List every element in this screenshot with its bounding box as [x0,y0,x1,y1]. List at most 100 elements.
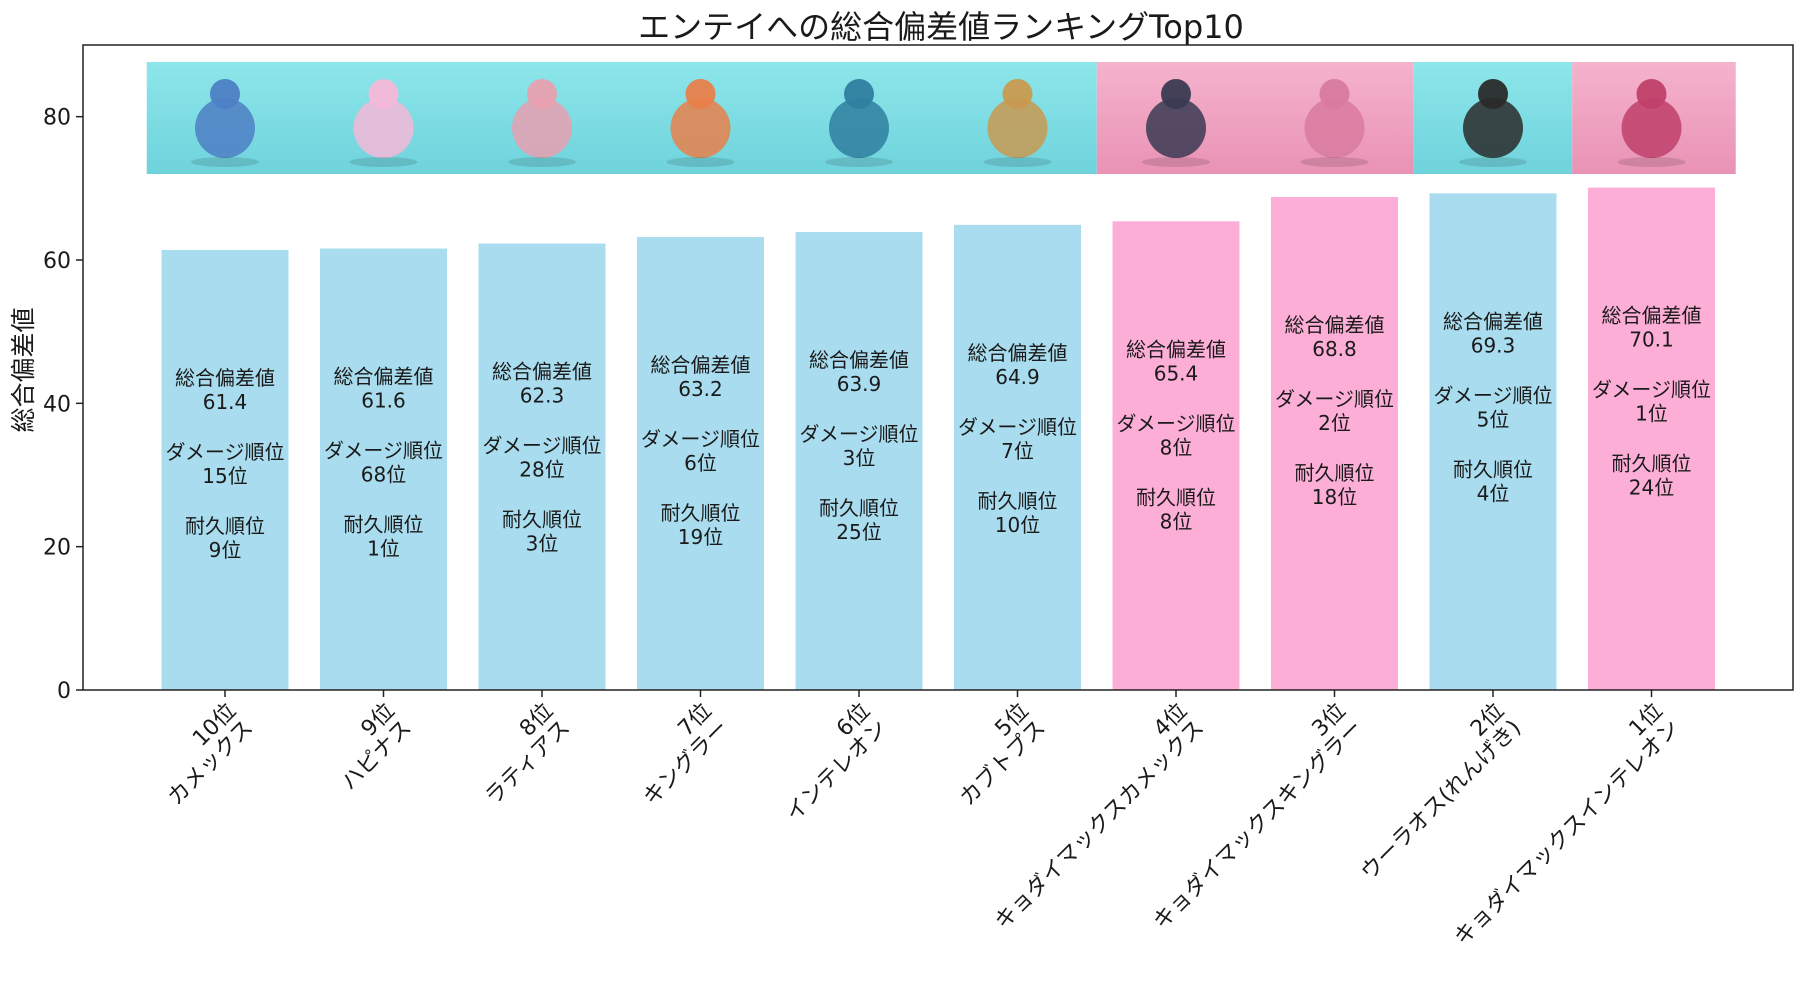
sprite-shadow [1617,157,1686,167]
gmax-inteleon-sprite [1617,79,1686,167]
bar-label-value: 68.8 [1312,337,1357,361]
sprite-shadow [1142,157,1210,167]
bar-label-value: 70.1 [1629,328,1674,352]
y-tick-label: 20 [43,536,71,561]
sprite-head [1319,79,1350,109]
bar-label-durability-rank: 18位 [1312,485,1357,509]
sprite-body [353,98,414,158]
sprite-shadow [825,157,893,167]
bar-label-damage-heading: ダメージ順位 [641,427,760,451]
bar-label-damage-heading: ダメージ順位 [1592,378,1711,402]
image-panel [1096,62,1414,174]
sprite-shadow [191,157,259,167]
bar-label-damage-rank: 5位 [1477,407,1510,431]
y-tick-label: 0 [57,679,71,704]
bar [1112,221,1240,691]
bar-label-durability-heading: 耐久順位 [185,514,265,538]
bar [320,248,447,691]
image-panel [146,62,1097,174]
sprite-head [527,79,557,109]
bar-label-value: 65.4 [1154,361,1199,385]
bar [1588,187,1715,690]
bar-label-score-heading: 総合偏差値 [175,366,275,390]
bar-label-durability-heading: 耐久順位 [661,501,741,525]
bar [795,232,923,691]
bar-label-damage-heading: ダメージ順位 [166,440,285,464]
bar [1271,196,1398,690]
bar-label-durability-rank: 19位 [678,525,723,549]
bar [1429,193,1557,690]
bar-label-score-heading: 総合偏差値 [334,365,434,389]
sprite-head [368,79,399,109]
bar-label-value: 63.9 [837,372,882,396]
bar-label-durability-rank: 10位 [995,513,1040,537]
plot-frame [82,44,1794,691]
bar-label-damage-heading: ダメージ順位 [958,415,1077,439]
bar-label-durability-rank: 1位 [367,537,400,561]
bar-label-damage-heading: ダメージ順位 [1275,387,1394,411]
bar-label-durability-heading: 耐久順位 [1612,452,1692,476]
chart-title: エンテイへの総合偏差値ランキングTop10 [638,8,1244,46]
bar-label-score-heading: 総合偏差値 [968,341,1068,365]
bar-label-durability-heading: 耐久順位 [819,496,899,520]
bar-label-damage-rank: 8位 [1160,435,1193,459]
x-tick-name: インテレオン [781,716,892,827]
bar-label-value: 61.4 [203,390,248,414]
bar-label-score-heading: 総合偏差値 [1602,304,1702,328]
blissey-sprite [349,79,418,167]
bar-label-score-heading: 総合偏差値 [1443,309,1543,333]
bar-label-damage-rank: 7位 [1001,439,1034,463]
bar-label-damage-rank: 2位 [1318,411,1351,435]
bar-label-durability-rank: 3位 [526,532,559,556]
bar [478,243,606,690]
bar-labels-group: 総合偏差値61.4ダメージ順位15位耐久順位9位総合偏差値61.6ダメージ順位6… [166,304,1712,562]
bar [954,224,1081,690]
sprite-head [210,79,240,109]
bar-label-damage-rank: 15位 [202,464,247,488]
sprite-shadow [508,157,576,167]
sprite-head [1478,79,1508,109]
bar-label-damage-rank: 28位 [519,458,564,482]
y-tick-label: 60 [43,249,71,274]
sprite-shadow [1300,157,1369,167]
sprite-body [1146,98,1206,158]
sprite-shadow [349,157,418,167]
bar-label-durability-rank: 8位 [1160,509,1193,533]
gmax-kingler-sprite [1300,79,1369,167]
bar-label-value: 61.6 [361,389,406,413]
sprite-body [987,98,1048,158]
sprite-body [195,98,255,158]
sprite-head [1002,79,1033,109]
sprite-head [1161,79,1191,109]
inteleon-sprite [825,79,893,167]
kabutops-sprite [983,79,1052,167]
bar-label-durability-heading: 耐久順位 [502,508,582,532]
bar-label-score-heading: 総合偏差値 [1126,337,1226,361]
bar-label-durability-heading: 耐久順位 [1453,457,1533,481]
bars-group [161,187,1715,691]
bar-label-damage-heading: ダメージ順位 [1434,383,1553,407]
y-tick-label: 80 [43,106,71,131]
bar [161,249,289,690]
bar-label-durability-heading: 耐久順位 [978,489,1058,513]
sprite-head [844,79,874,109]
bar-label-durability-rank: 4位 [1477,481,1510,505]
sprite-body [1621,98,1682,158]
sprite-body [1463,98,1523,158]
bar-label-score-heading: 総合偏差値 [809,348,909,372]
sprite-shadow [983,157,1052,167]
bar-label-damage-heading: ダメージ順位 [483,434,602,458]
sprite-shadow [1459,157,1527,167]
bar-label-score-heading: 総合偏差値 [651,353,751,377]
sprite-body [1304,98,1365,158]
bar-label-score-heading: 総合偏差値 [492,360,592,384]
